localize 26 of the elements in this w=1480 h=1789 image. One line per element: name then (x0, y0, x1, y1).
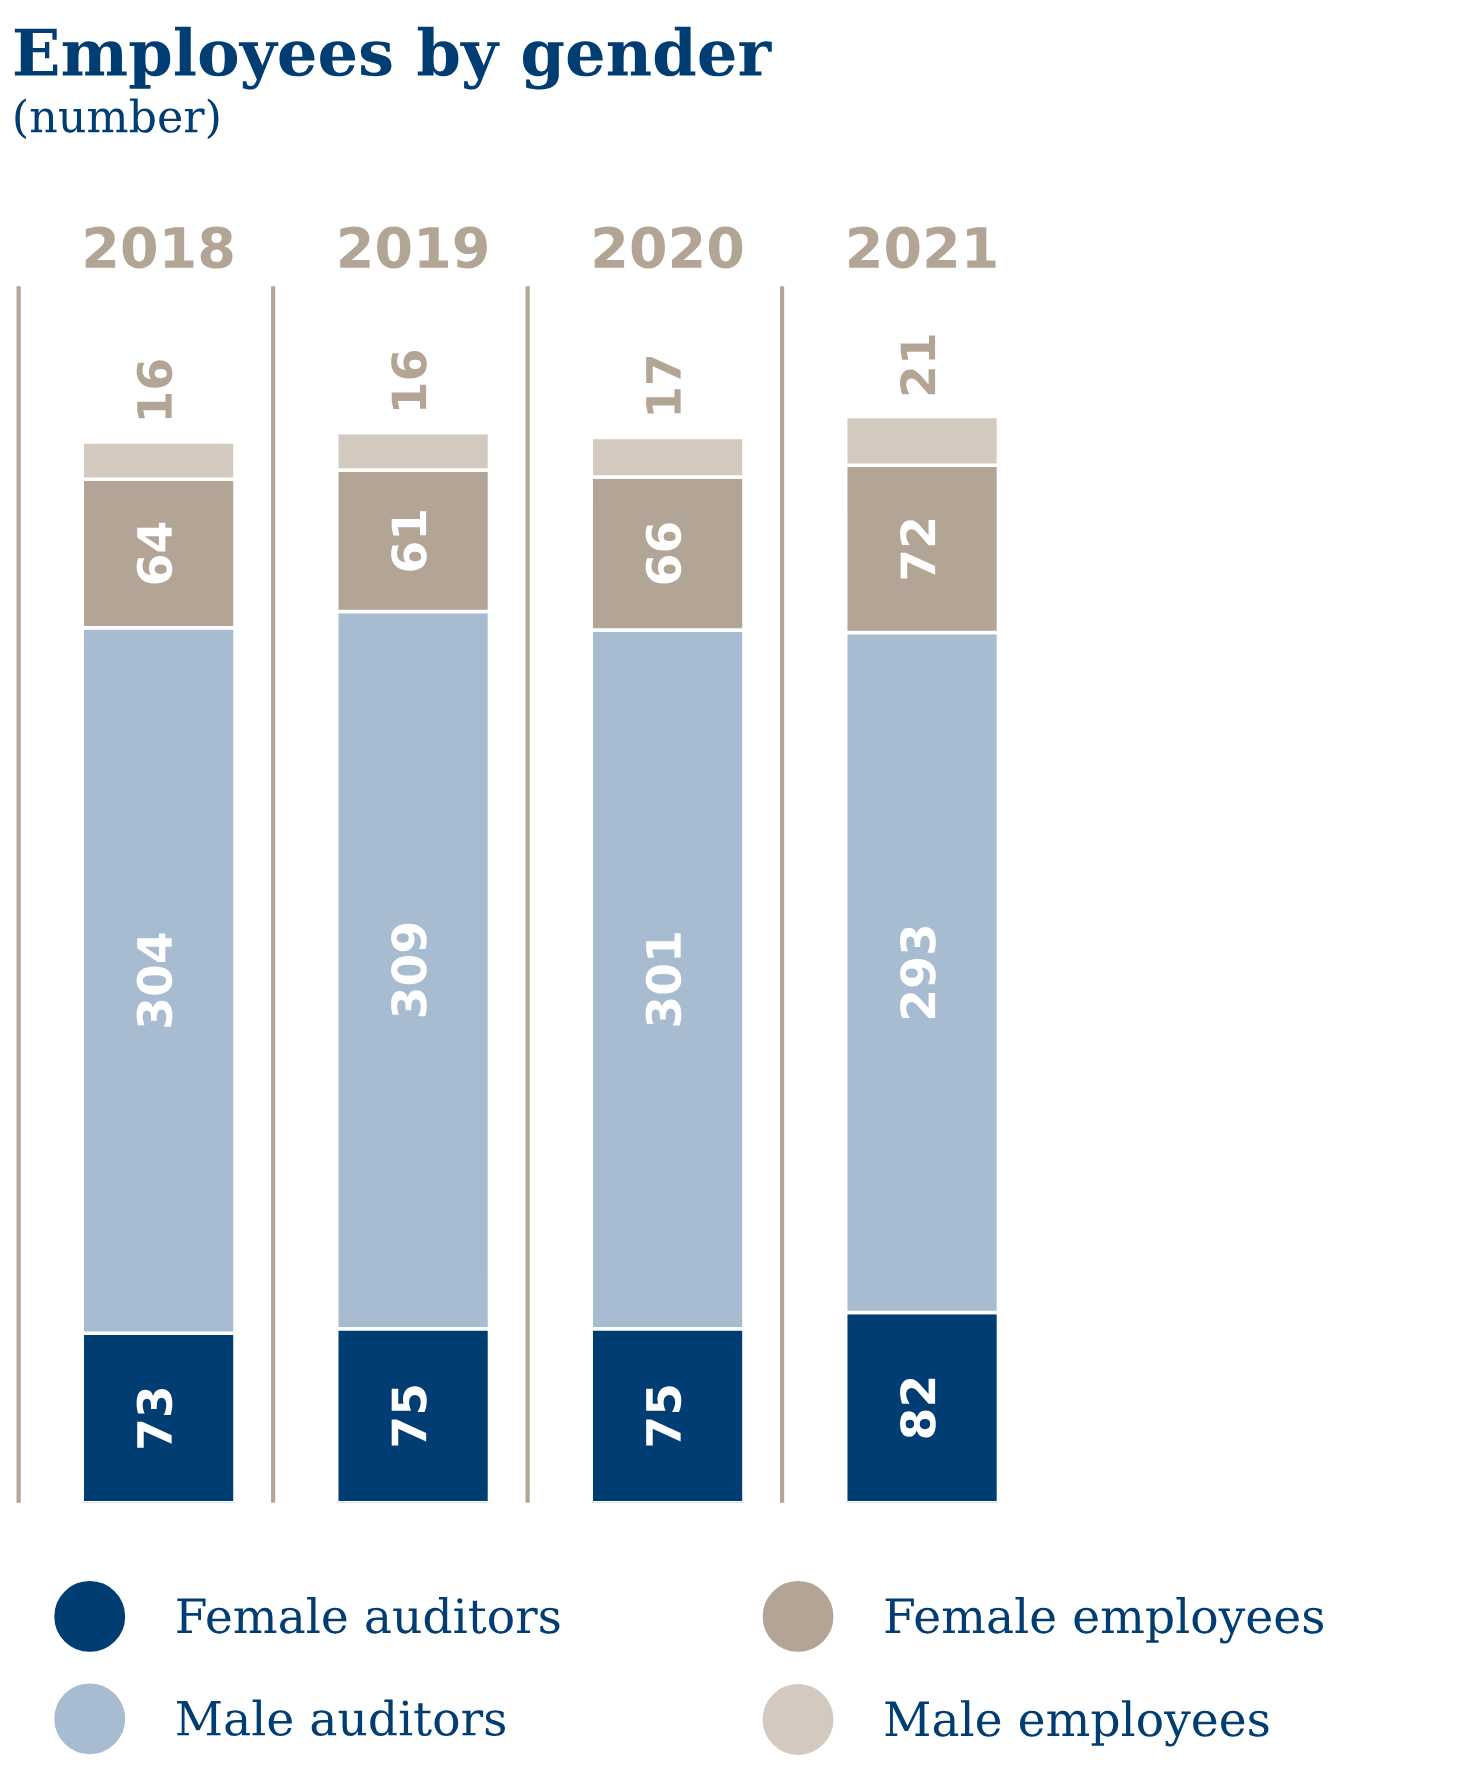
legend-label: Female employees (885, 1597, 1324, 1644)
legend-label: Male auditors (177, 1699, 505, 1737)
data-label: 72 (900, 520, 936, 579)
chart-subtitle: (number) (15, 98, 219, 140)
data-label: 75 (391, 1386, 427, 1446)
data-label: 82 (900, 1378, 936, 1438)
x-tick-label: 2021 (849, 226, 996, 269)
legend-label: Male employees (885, 1700, 1269, 1747)
data-label: 16 (391, 351, 427, 409)
data-label: 61 (391, 511, 427, 571)
chart-title: Employees by gender (14, 26, 772, 90)
x-tick-label: 2019 (340, 226, 487, 269)
data-label: 73 (136, 1388, 173, 1448)
legend-label: Female auditors (177, 1597, 560, 1634)
x-tick-label: 2018 (85, 226, 233, 269)
data-label: 293 (900, 926, 936, 1018)
data-label: 17 (646, 356, 681, 414)
data-label: 309 (391, 923, 427, 1017)
data-label: 75 (646, 1386, 682, 1446)
data-label: 66 (645, 523, 682, 584)
data-label: 21 (900, 335, 936, 395)
data-label: 64 (136, 522, 173, 584)
data-label: 304 (136, 933, 173, 1027)
data-label: 301 (645, 933, 682, 1026)
data-label: 16 (136, 360, 173, 419)
x-tick-label: 2020 (594, 226, 743, 269)
